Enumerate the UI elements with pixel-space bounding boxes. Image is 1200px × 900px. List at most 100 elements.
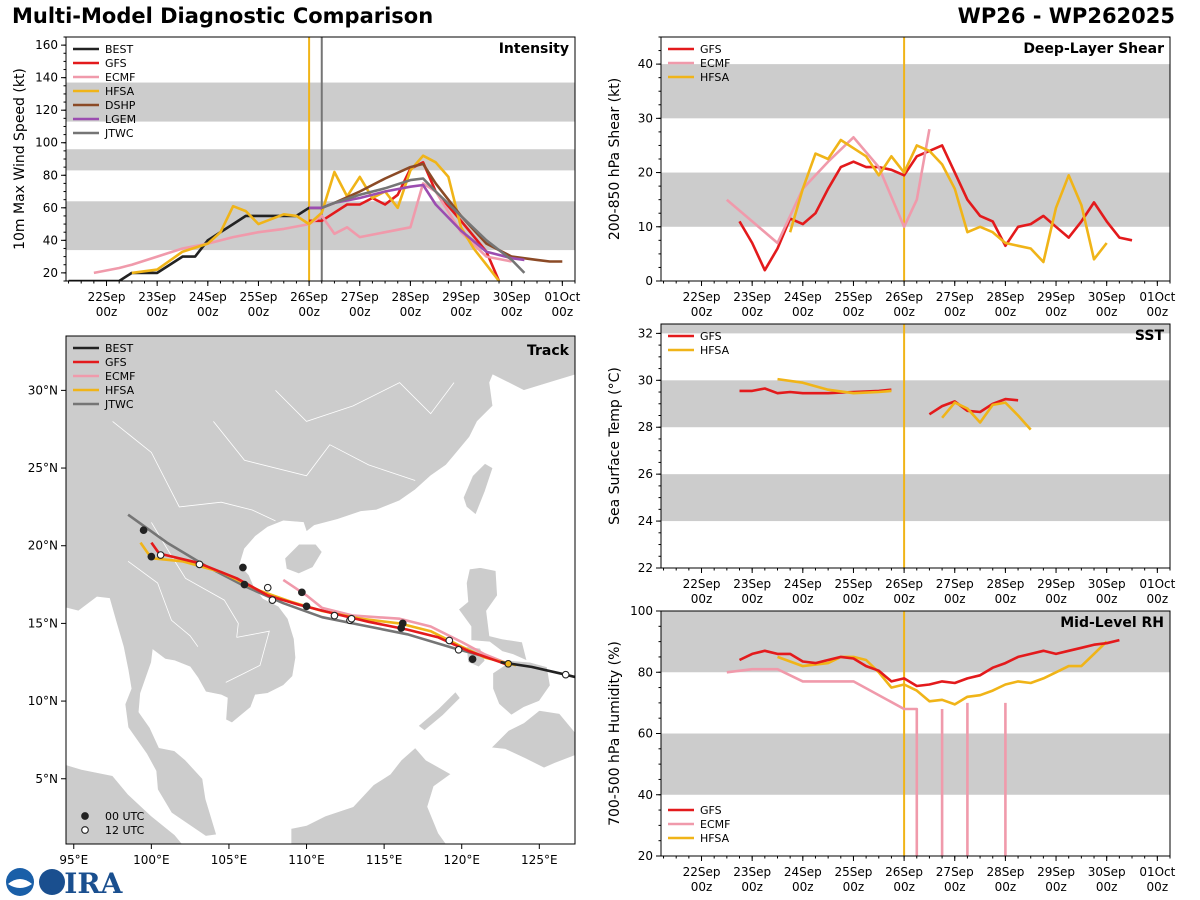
intensity-series-hfsa-3 (131, 154, 501, 281)
track-ytick-label: 15°N (28, 616, 58, 630)
shear-xtick-date: 23Sep (733, 290, 771, 304)
land-palawan (417, 691, 461, 732)
intensity-panel-title: Intensity (499, 41, 569, 57)
rh-xtick-date: 23Sep (733, 865, 771, 879)
intensity-xtick-date: 27Sep (341, 290, 379, 304)
shear-xtick-hour: 00z (792, 305, 814, 319)
rh-legend-label-hfsa: HFSA (700, 832, 730, 845)
sst-xtick-hour: 00z (893, 592, 915, 606)
sst-frame (660, 323, 1171, 569)
track-position-marker (195, 560, 204, 569)
cira-logo-text: CIRA (42, 867, 124, 898)
shear-y-axis-label: 200-850 hPa Shear (kt) (607, 78, 623, 240)
shear-xtick-date: 30Sep (1088, 290, 1126, 304)
map-boundary-2 (127, 560, 199, 647)
sst-legend-label-gfs: GFS (700, 330, 722, 343)
sst-xtick-hour: 00z (741, 592, 763, 606)
shear-ytick-label: 30 (638, 111, 653, 125)
rh-xtick-date: 30Sep (1088, 865, 1126, 879)
rh-ytick-label: 80 (638, 665, 653, 679)
shear-xtick-hour: 00z (944, 305, 966, 319)
intensity-xtick-date: 25Sep (240, 290, 278, 304)
shear-legend-label-gfs: GFS (700, 43, 722, 56)
track-position-marker (302, 602, 311, 611)
track-ytick-label: 20°N (28, 539, 58, 553)
track-marker-legend-label: 12 UTC (105, 824, 145, 837)
sst-shade-band-1 (661, 380, 1170, 428)
track-legend-label-jtwc: JTWC (104, 398, 134, 411)
land-visayas (492, 660, 551, 716)
intensity-xtick-date: 01Oct (544, 290, 580, 304)
track-ytick-label: 25°N (28, 461, 58, 475)
sst-xtick-date: 26Sep (885, 577, 923, 591)
rh-xtick-hour: 00z (893, 880, 915, 894)
intensity-ytick-label: 20 (43, 266, 58, 280)
sst-xtick-hour: 00z (1096, 592, 1118, 606)
track-marker-legend-label: 00 UTC (105, 810, 145, 823)
sst-plot-area (739, 324, 1032, 568)
rh-xtick-hour: 00z (1045, 880, 1067, 894)
sst-xtick-hour: 00z (843, 592, 865, 606)
sst-legend-label-hfsa: HFSA (700, 344, 730, 357)
sst-ytick-label: 26 (638, 467, 653, 481)
track-position-marker (268, 596, 277, 604)
track-ytick-label: 5°N (35, 772, 58, 786)
shear-series-hfsa-2 (788, 138, 1108, 264)
track-xtick-label: 105°E (211, 853, 248, 867)
rh-xtick-hour: 00z (691, 880, 713, 894)
sst-y-axis-label: Sea Surface Temp (°C) (607, 367, 623, 525)
intensity-shade-band-1 (66, 149, 575, 171)
track-marker-legend-symbol (81, 812, 89, 820)
rh-xtick-date: 29Sep (1037, 865, 1075, 879)
track-legend-label-gfs: GFS (105, 356, 127, 369)
land-mainland-asia (66, 336, 575, 837)
shear-legend-label-ecmf: ECMF (700, 57, 730, 70)
track-position-marker (147, 552, 156, 561)
map-area (66, 336, 575, 844)
track-position-marker (454, 645, 463, 654)
sst-xtick-hour: 00z (1147, 592, 1169, 606)
rh-xtick-hour: 00z (1147, 880, 1169, 894)
shear-series-ecmf-1 (725, 128, 931, 245)
intensity-xtick-date: 24Sep (189, 290, 227, 304)
sst-xtick-hour: 00z (691, 592, 713, 606)
sst-ytick-label: 24 (638, 514, 653, 528)
track-position-marker (397, 624, 406, 632)
shear-xtick-hour: 00z (1096, 305, 1118, 319)
track-legend-label-ecmf: ECMF (105, 370, 135, 383)
rh-ytick-label: 40 (638, 788, 653, 802)
rh-xtick-date: 27Sep (936, 865, 974, 879)
rh-xtick-hour: 00z (1096, 880, 1118, 894)
land-borneo (290, 747, 452, 844)
sst-ytick-label: 22 (638, 561, 653, 575)
sst-ytick-label: 30 (638, 373, 653, 387)
map-boundary-4 (213, 421, 416, 481)
sst-panel-title: SST (1135, 328, 1165, 344)
sst-xtick-hour: 00z (792, 592, 814, 606)
track-position-marker (139, 526, 148, 535)
intensity-panel: 2040608010012014016022Sep00z23Sep00z24Se… (12, 36, 581, 319)
track-position-marker (330, 611, 339, 620)
shear-xtick-hour: 00z (691, 305, 713, 319)
intensity-ytick-label: 60 (43, 201, 58, 215)
intensity-xtick-hour: 00z (400, 305, 422, 319)
intensity-plot-area (68, 37, 563, 281)
track-position-marker (561, 670, 570, 679)
shear-shade-band-1 (661, 64, 1170, 119)
land-taiwan (462, 462, 494, 516)
track-position-marker (445, 636, 454, 645)
intensity-series-jtwc-6 (321, 177, 526, 274)
sst-ytick-label: 32 (638, 326, 653, 340)
shear-panel-title: Deep-Layer Shear (1023, 41, 1164, 57)
track-legend-label-hfsa: HFSA (105, 384, 135, 397)
shear-ytick-label: 10 (638, 220, 653, 234)
rh-xtick-date: 22Sep (683, 865, 721, 879)
sst-ytick-label: 28 (638, 420, 653, 434)
rh-ytick-label: 100 (630, 604, 653, 618)
shear-plot-area (725, 37, 1133, 281)
track-series-ecmf (282, 578, 509, 666)
land-mindanao (490, 710, 575, 769)
intensity-ytick-label: 80 (43, 168, 58, 182)
rh-plot-area (726, 611, 1120, 856)
